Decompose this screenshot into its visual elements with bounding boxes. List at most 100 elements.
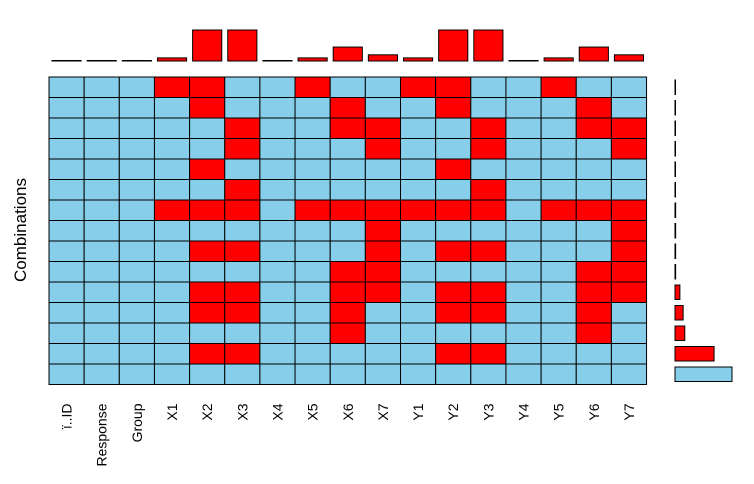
grid-cell-r10-c7 bbox=[294, 281, 331, 303]
grid-cell-r12-c3 bbox=[153, 322, 191, 344]
grid-cell-r8-c16 bbox=[610, 240, 648, 262]
grid-cell-r8-c13 bbox=[505, 240, 542, 262]
grid-cell-r12-c7 bbox=[294, 322, 331, 344]
grid-cell-r8-c15 bbox=[575, 240, 612, 262]
grid-cell-r13-c2 bbox=[118, 343, 155, 365]
grid-cell-r8-c1 bbox=[83, 240, 120, 262]
grid-cell-r10-c1 bbox=[83, 281, 120, 303]
grid-cell-r0-c3 bbox=[153, 76, 191, 98]
grid-cell-r0-c7 bbox=[294, 76, 331, 98]
grid-cell-r9-c10 bbox=[400, 261, 437, 283]
grid-cell-r0-c15 bbox=[575, 76, 612, 98]
column-label-14: Y5 bbox=[551, 403, 567, 420]
grid-cell-r5-c3 bbox=[153, 179, 191, 201]
grid-cell-r14-c15 bbox=[575, 363, 612, 385]
grid-cell-r9-c15 bbox=[575, 261, 612, 283]
grid-cell-r1-c11 bbox=[435, 97, 472, 119]
grid-cell-r5-c12 bbox=[470, 179, 507, 201]
grid-cell-r11-c10 bbox=[400, 302, 437, 324]
top-bar-Y5 bbox=[543, 57, 574, 62]
grid-cell-r8-c0 bbox=[48, 240, 85, 262]
top-bar-Y4 bbox=[508, 60, 539, 62]
right-bar-12 bbox=[674, 325, 686, 341]
column-label-9: X7 bbox=[375, 403, 391, 420]
grid-cell-r3-c9 bbox=[364, 138, 402, 160]
right-bar-chart bbox=[674, 79, 733, 382]
column-label-0: ï..ID bbox=[59, 404, 75, 430]
grid-cell-r12-c9 bbox=[364, 322, 402, 344]
grid-cell-r10-c13 bbox=[505, 281, 542, 303]
grid-cell-r11-c2 bbox=[118, 302, 155, 324]
grid-cell-r13-c0 bbox=[48, 343, 85, 365]
grid-cell-r2-c1 bbox=[83, 117, 120, 139]
grid-cell-r6-c11 bbox=[435, 199, 472, 221]
grid-cell-r12-c14 bbox=[540, 322, 577, 344]
grid-cell-r10-c12 bbox=[470, 281, 507, 303]
grid-cell-r5-c11 bbox=[435, 179, 472, 201]
column-label-6: X4 bbox=[269, 403, 285, 420]
top-bar-X3 bbox=[227, 29, 258, 62]
grid-cell-r9-c7 bbox=[294, 261, 331, 283]
grid-cell-r7-c0 bbox=[48, 220, 85, 242]
grid-cell-r2-c11 bbox=[435, 117, 472, 139]
right-bar-0 bbox=[674, 79, 676, 95]
grid-cell-r1-c12 bbox=[470, 97, 507, 119]
grid-cell-r3-c7 bbox=[294, 138, 331, 160]
grid-cell-r2-c6 bbox=[259, 117, 296, 139]
grid-cell-r2-c8 bbox=[329, 117, 366, 139]
grid-cell-r8-c14 bbox=[540, 240, 577, 262]
grid-cell-r2-c14 bbox=[540, 117, 577, 139]
grid-cell-r3-c10 bbox=[400, 138, 437, 160]
right-bar-7 bbox=[674, 223, 677, 239]
grid-cell-r5-c14 bbox=[540, 179, 577, 201]
grid-cell-r8-c6 bbox=[259, 240, 296, 262]
grid-cell-r9-c3 bbox=[153, 261, 191, 283]
grid-cell-r14-c8 bbox=[329, 363, 366, 385]
grid-cell-r0-c12 bbox=[470, 76, 507, 98]
grid-cell-r11-c13 bbox=[505, 302, 542, 324]
grid-cell-r7-c16 bbox=[610, 220, 648, 242]
grid-cell-r8-c8 bbox=[329, 240, 366, 262]
grid-cell-r3-c6 bbox=[259, 138, 296, 160]
grid-cell-r7-c6 bbox=[259, 220, 296, 242]
grid-cell-r13-c14 bbox=[540, 343, 577, 365]
grid-cell-r6-c12 bbox=[470, 199, 507, 221]
grid-cell-r2-c12 bbox=[470, 117, 507, 139]
grid-cell-r10-c2 bbox=[118, 281, 155, 303]
grid-cell-r0-c4 bbox=[189, 76, 226, 98]
grid-cell-r1-c5 bbox=[224, 97, 261, 119]
grid-cell-r6-c10 bbox=[400, 199, 437, 221]
grid-cell-r2-c10 bbox=[400, 117, 437, 139]
grid-cell-r9-c13 bbox=[505, 261, 542, 283]
grid-cell-r8-c12 bbox=[470, 240, 507, 262]
grid-cell-r4-c10 bbox=[400, 158, 437, 180]
grid-cell-r8-c9 bbox=[364, 240, 402, 262]
grid-cell-r6-c9 bbox=[364, 199, 402, 221]
grid-cell-r6-c2 bbox=[118, 199, 155, 221]
grid-cell-r3-c2 bbox=[118, 138, 155, 160]
column-label-8: X6 bbox=[340, 403, 356, 420]
right-bar-2 bbox=[674, 120, 676, 136]
grid-cell-r9-c8 bbox=[329, 261, 366, 283]
grid-cell-r7-c11 bbox=[435, 220, 472, 242]
grid-cell-r1-c7 bbox=[294, 97, 331, 119]
grid-cell-r1-c16 bbox=[610, 97, 648, 119]
grid-cell-r6-c15 bbox=[575, 199, 612, 221]
grid-cell-r1-c4 bbox=[189, 97, 226, 119]
grid-cell-r14-c13 bbox=[505, 363, 542, 385]
grid-cell-r12-c2 bbox=[118, 322, 155, 344]
grid-cell-r5-c10 bbox=[400, 179, 437, 201]
grid-cell-r7-c15 bbox=[575, 220, 612, 242]
grid-cell-r11-c14 bbox=[540, 302, 577, 324]
right-bar-4 bbox=[674, 161, 676, 177]
column-label-7: X5 bbox=[305, 403, 321, 420]
grid-cell-r5-c1 bbox=[83, 179, 120, 201]
grid-cell-r13-c1 bbox=[83, 343, 120, 365]
grid-cell-r2-c0 bbox=[48, 117, 85, 139]
top-bar-X1 bbox=[156, 57, 188, 62]
grid-cell-r9-c5 bbox=[224, 261, 261, 283]
grid-cell-r13-c16 bbox=[610, 343, 648, 365]
right-bar-8 bbox=[674, 243, 677, 259]
grid-cell-r9-c11 bbox=[435, 261, 472, 283]
grid-cell-r0-c16 bbox=[610, 76, 648, 98]
